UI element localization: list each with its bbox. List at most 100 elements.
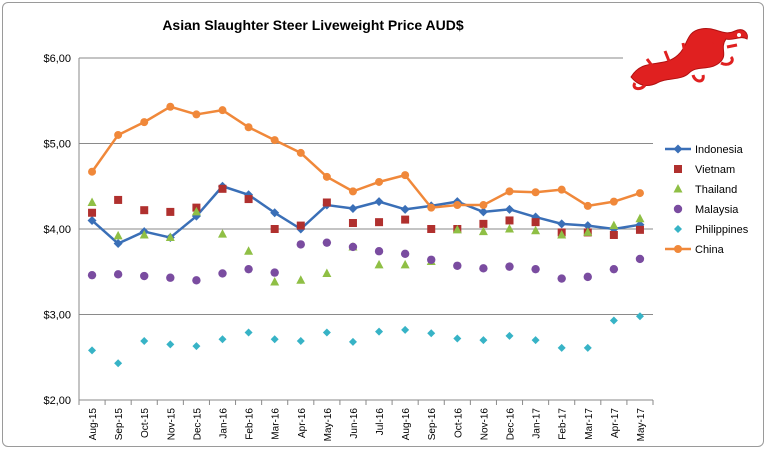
data-point <box>478 226 488 236</box>
data-point <box>192 276 201 285</box>
data-point <box>583 343 592 352</box>
data-point <box>166 273 175 282</box>
data-point <box>140 271 149 281</box>
data-point <box>140 118 149 127</box>
x-tick-label: May-16 <box>323 408 334 442</box>
x-tick-label: Feb-17 <box>558 408 569 440</box>
data-point <box>218 335 227 344</box>
data-point <box>635 225 644 234</box>
data-point <box>609 197 618 206</box>
data-point <box>505 187 514 196</box>
data-point <box>218 106 227 115</box>
data-point <box>557 274 566 283</box>
data-point <box>374 259 384 269</box>
legend-label: China <box>695 244 725 256</box>
data-point <box>505 331 514 340</box>
data-point <box>400 249 410 258</box>
data-point <box>113 230 123 240</box>
legend-item: Thailand <box>673 184 737 196</box>
data-point <box>296 148 305 157</box>
data-point <box>348 337 357 346</box>
x-tick-label: Nov-16 <box>479 408 490 441</box>
data-point <box>531 336 540 345</box>
data-point <box>244 195 253 204</box>
data-point <box>270 268 279 277</box>
data-point <box>88 208 97 217</box>
data-point <box>375 218 384 227</box>
data-point <box>674 165 682 173</box>
data-point <box>531 188 540 197</box>
x-tick-label: Jun-16 <box>349 408 360 439</box>
data-point <box>192 342 201 351</box>
data-point <box>88 346 97 355</box>
x-tick-label: Oct-16 <box>453 408 464 438</box>
data-point <box>583 221 593 231</box>
data-point <box>635 213 645 223</box>
data-point <box>166 102 175 111</box>
data-point <box>674 245 682 253</box>
series-malaysia <box>87 238 645 285</box>
data-point <box>218 229 227 238</box>
legend-item: Vietnam <box>674 164 735 176</box>
data-point <box>479 201 488 210</box>
data-point <box>322 268 332 277</box>
data-point <box>348 187 357 196</box>
data-point <box>609 220 619 230</box>
data-point <box>270 136 279 145</box>
data-point <box>114 359 123 368</box>
data-point <box>635 189 644 198</box>
data-point <box>583 272 592 282</box>
data-point <box>453 261 462 270</box>
data-point <box>348 203 358 213</box>
data-point <box>218 184 227 193</box>
data-point <box>531 225 541 235</box>
data-point <box>531 264 540 274</box>
data-point <box>348 219 357 228</box>
data-point <box>479 219 488 228</box>
legend-item: Philippines <box>674 224 749 236</box>
data-point <box>218 269 227 278</box>
x-tick-label: Apr-17 <box>610 408 621 438</box>
chart-title: Asian Slaughter Steer Liveweight Price A… <box>162 17 464 33</box>
y-tick-label: $3,00 <box>43 310 71 322</box>
data-point <box>557 185 566 194</box>
legend-item: Indonesia <box>665 144 744 156</box>
x-tick-label: Dec-16 <box>506 408 517 441</box>
data-point <box>166 340 175 349</box>
data-point <box>583 227 593 236</box>
data-point <box>88 167 97 176</box>
data-point <box>427 329 436 338</box>
data-point <box>635 312 644 321</box>
data-point <box>583 201 592 210</box>
legend-label: Vietnam <box>695 164 735 176</box>
data-point <box>505 216 514 225</box>
data-point <box>322 172 331 181</box>
data-point <box>140 337 149 346</box>
x-tick-label: Sep-16 <box>427 408 438 441</box>
data-point <box>609 264 619 274</box>
data-point <box>479 264 488 273</box>
data-point <box>375 177 384 186</box>
data-point <box>270 225 279 233</box>
data-point <box>557 229 567 239</box>
chart-svg: Asian Slaughter Steer Liveweight Price A… <box>43 17 758 442</box>
legend-label: Thailand <box>695 184 737 196</box>
data-point <box>400 204 410 214</box>
data-point <box>296 337 305 346</box>
data-point <box>296 221 305 230</box>
data-point <box>401 215 410 224</box>
x-tick-label: Aug-15 <box>88 408 99 441</box>
data-point <box>140 206 149 215</box>
data-point <box>505 224 514 233</box>
legend-item: Malaysia <box>673 204 739 216</box>
series-china <box>88 102 644 212</box>
data-point <box>375 327 384 336</box>
red-dragon-icon <box>623 17 758 92</box>
data-point <box>244 123 253 132</box>
x-tick-label: May-17 <box>636 408 647 442</box>
y-tick-label: $2,00 <box>43 395 71 407</box>
x-tick-label: Aug-16 <box>401 408 412 441</box>
data-point <box>674 225 682 233</box>
data-point <box>166 207 175 216</box>
data-point <box>296 240 305 249</box>
